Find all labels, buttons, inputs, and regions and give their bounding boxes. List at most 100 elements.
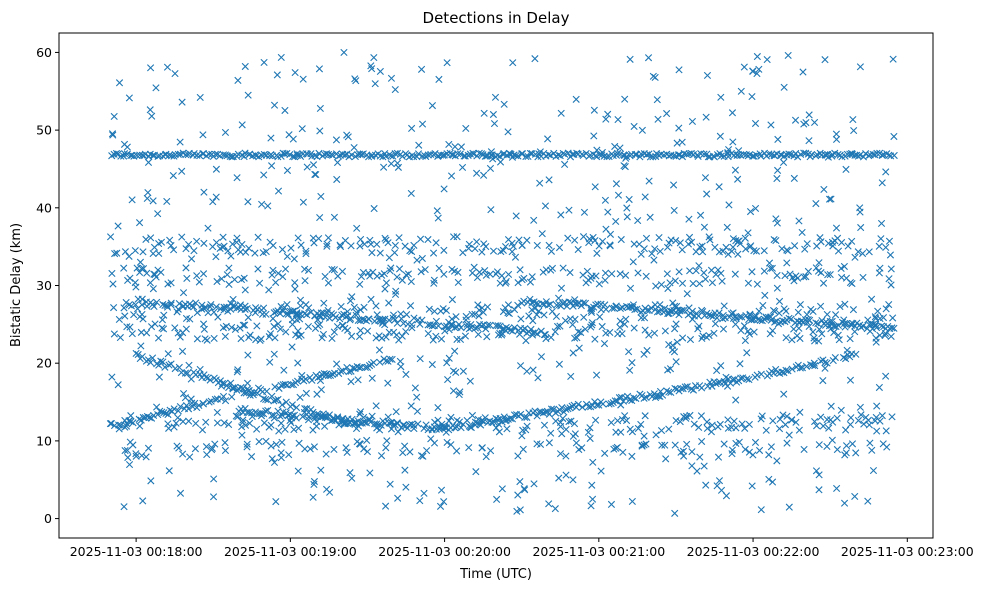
data-point [200, 188, 208, 196]
data-point [536, 440, 545, 449]
data-point [367, 62, 375, 70]
data-point [616, 317, 624, 325]
data-point [702, 113, 710, 121]
data-point [120, 264, 128, 272]
data-point [325, 314, 334, 322]
data-point [132, 452, 140, 460]
data-point [584, 428, 592, 436]
data-point [267, 134, 275, 142]
data-point [533, 330, 541, 338]
data-point [392, 287, 400, 295]
data-point [149, 285, 157, 293]
data-point [483, 303, 492, 311]
data-point [146, 64, 155, 72]
data-point [144, 158, 153, 166]
data-point [783, 246, 791, 254]
data-point [258, 200, 266, 208]
data-point [438, 423, 447, 431]
data-point [343, 448, 351, 456]
data-point [688, 462, 696, 470]
data-point [468, 411, 477, 420]
data-point [545, 500, 553, 508]
data-point [434, 214, 442, 222]
data-point [299, 413, 307, 421]
data-point [291, 279, 299, 287]
data-point [445, 354, 453, 362]
data-point [694, 325, 702, 333]
data-point [388, 419, 396, 427]
data-point [725, 313, 733, 321]
data-point [711, 320, 720, 328]
data-point [651, 73, 659, 82]
data-point [155, 373, 163, 381]
data-point [430, 307, 439, 315]
data-point [237, 335, 245, 343]
data-point [541, 202, 550, 210]
data-point [381, 285, 389, 293]
data-point [736, 313, 744, 321]
data-point [717, 152, 725, 160]
data-point [888, 413, 896, 421]
data-point [187, 395, 195, 403]
data-point [316, 127, 324, 135]
data-point [610, 445, 618, 453]
data-point [115, 79, 124, 87]
data-point [782, 366, 790, 374]
data-point [328, 334, 336, 343]
data-point [186, 453, 194, 461]
data-point [165, 467, 173, 475]
data-point [542, 298, 550, 306]
data-point [848, 440, 857, 448]
data-point [556, 450, 565, 458]
data-point [398, 276, 406, 284]
data-point [428, 360, 436, 369]
data-point [767, 443, 775, 451]
data-point [111, 250, 119, 258]
data-point [470, 263, 478, 271]
data-point [593, 146, 601, 154]
data-point [454, 268, 462, 276]
data-point [321, 413, 329, 421]
data-point [139, 413, 147, 422]
data-point [597, 467, 605, 475]
data-point [115, 315, 123, 324]
data-point [601, 269, 610, 277]
y-tick-label: 50 [36, 123, 52, 138]
data-point [652, 282, 660, 290]
data-point [293, 377, 302, 385]
data-point [106, 420, 115, 428]
data-point [241, 421, 250, 429]
data-point [122, 298, 130, 307]
data-point [145, 413, 154, 422]
data-point [665, 239, 673, 247]
data-point [262, 247, 270, 256]
data-point [828, 238, 837, 246]
data-point [333, 360, 341, 368]
data-point [200, 239, 208, 247]
data-point [625, 348, 633, 356]
data-point [577, 328, 585, 337]
data-point [427, 150, 435, 158]
data-point [846, 376, 855, 384]
data-point [246, 419, 254, 427]
data-point [323, 242, 331, 250]
data-point [221, 439, 229, 447]
data-point [689, 279, 697, 288]
data-point [402, 370, 410, 378]
data-point [729, 138, 737, 146]
data-point [195, 401, 203, 409]
data-point [368, 374, 376, 382]
data-point [698, 384, 706, 392]
data-point [245, 408, 253, 416]
data-point [179, 417, 187, 426]
data-point [590, 106, 598, 114]
data-point [289, 135, 297, 143]
data-point [663, 109, 671, 118]
data-point [841, 300, 849, 308]
data-point [274, 187, 283, 195]
data-point [366, 272, 374, 280]
data-point [398, 332, 406, 340]
data-point [212, 238, 221, 247]
data-point [306, 445, 314, 453]
data-point [316, 214, 324, 222]
